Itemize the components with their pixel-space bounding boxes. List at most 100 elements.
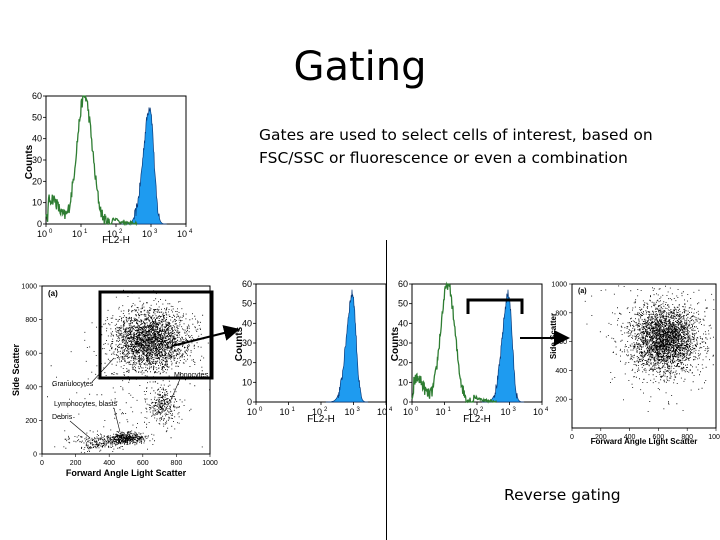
fluorescence-gate-bracket xyxy=(466,298,524,314)
scatter-xtick-label: 0 xyxy=(570,434,574,441)
hist-yaxis-label: Counts xyxy=(234,326,245,361)
scatter-xtick-label: 200 xyxy=(595,434,607,441)
scatter-panel-label: (a) xyxy=(578,288,587,295)
hist-xtick-exponent: 4 xyxy=(189,229,193,235)
scatter-ytick-label: 400 xyxy=(25,384,37,391)
hist-ytick-label: 10 xyxy=(32,198,42,208)
scatter-ytick-label: 400 xyxy=(555,368,567,375)
hist-xtick-exponent: 2 xyxy=(480,407,484,413)
hist-xaxis-label: FL2-H xyxy=(307,414,335,423)
hist-xaxis-label: FL2-H xyxy=(463,414,491,423)
hist-xtick-exponent: 0 xyxy=(259,407,263,413)
scatter-xtick-label: 400 xyxy=(624,434,636,441)
hist-xtick-label: 10 xyxy=(279,407,289,417)
hist-ytick-label: 30 xyxy=(32,155,42,165)
scatter-ytick-label: 800 xyxy=(25,317,37,324)
scatter-xtick-label: 1000 xyxy=(708,434,720,441)
scatter-plot-area xyxy=(41,285,211,455)
hist-xaxis-label: FL2-H xyxy=(102,235,130,245)
hist-xtick-label: 10 xyxy=(500,407,510,417)
scatter-left: 0 200 400 600 800 1000 0 200 400 600 800 1000 (a) G… xyxy=(11,284,218,479)
scatter-xtick-label: 1000 xyxy=(202,460,218,467)
hist-ytick-label: 10 xyxy=(242,377,252,387)
hist-ytick-label: 30 xyxy=(242,338,252,348)
hist-xtick-exponent: 1 xyxy=(292,407,296,413)
hist-xtick-label: 10 xyxy=(468,407,478,417)
hist-xtick-label: 10 xyxy=(247,407,257,417)
hist-ytick-label: 10 xyxy=(398,377,408,387)
scatter-events xyxy=(584,285,717,412)
scatter-events xyxy=(47,289,211,454)
hist-control-curve xyxy=(45,95,138,227)
hist-ytick-label: 0 xyxy=(247,397,252,407)
hist-stained-curve xyxy=(325,289,369,403)
scatter-yaxis-label: Side Scatter xyxy=(11,343,21,396)
hist-ytick-label: 60 xyxy=(398,279,408,289)
annotation-granulocytes: Granulocytes xyxy=(52,381,94,388)
hist-xtick-label: 10 xyxy=(403,407,413,417)
scatter-xtick-label: 400 xyxy=(103,460,115,467)
description-line-2: FSC/SSC or fluorescence or even a combin… xyxy=(259,149,628,167)
hist-ytick-label: 40 xyxy=(398,318,408,328)
hist-xtick-exponent: 4 xyxy=(545,407,548,413)
hist-xtick-label: 10 xyxy=(344,407,354,417)
slide-title: Gating xyxy=(293,44,427,90)
hist-ytick-label: 20 xyxy=(242,358,252,368)
hist-ytick-label: 50 xyxy=(32,112,42,122)
scatter-xtick-label: 800 xyxy=(681,434,693,441)
hist-xtick-label: 10 xyxy=(177,229,187,239)
annotation-monocytes-line xyxy=(169,378,181,403)
hist-ytick-label: 20 xyxy=(398,358,408,368)
hist-ytick-label: 30 xyxy=(398,338,408,348)
annotation-lymphocytes-line xyxy=(113,407,121,433)
hist-ytick-label: 50 xyxy=(398,299,408,309)
hist-xtick-label: 10 xyxy=(377,407,387,417)
hist-ytick-label: 60 xyxy=(32,91,42,101)
hist-xtick-exponent: 4 xyxy=(389,407,392,413)
scatter-yaxis-label: Side Scatter xyxy=(549,313,558,359)
hist-xtick-label: 10 xyxy=(142,229,152,239)
scatter-xtick-label: 800 xyxy=(171,460,183,467)
hist-ytick-label: 50 xyxy=(242,299,252,309)
scatter-xtick-label: 0 xyxy=(40,460,44,467)
hist-xtick-label: 10 xyxy=(107,229,117,239)
scatter-xtick-label: 200 xyxy=(70,460,82,467)
hist-control-curve xyxy=(411,281,497,404)
scatter-ytick-label: 800 xyxy=(555,310,567,317)
scatter-ytick-label: 1000 xyxy=(21,284,37,291)
hist-xtick-label: 10 xyxy=(37,229,47,239)
reverse-gating-label: Reverse gating xyxy=(504,486,621,504)
hist-xtick-label: 10 xyxy=(435,407,445,417)
annotation-debris-line xyxy=(69,420,91,439)
hist-ytick-label: 0 xyxy=(37,219,42,229)
hist-xtick-exponent: 2 xyxy=(324,407,328,413)
scatter-ytick-label: 600 xyxy=(25,351,37,358)
hist-yaxis-label: Counts xyxy=(24,144,35,179)
hist-xtick-label: 10 xyxy=(312,407,322,417)
slide-description: Gates are used to select cells of intere… xyxy=(259,124,679,170)
hist-yaxis-label: Counts xyxy=(390,326,401,361)
hist-xtick-exponent: 0 xyxy=(49,229,53,235)
hist-ytick-label: 40 xyxy=(32,134,42,144)
scatter-ytick-label: 1000 xyxy=(551,282,567,289)
annotation-monocytes: Monocytes xyxy=(174,372,208,379)
hist-xtick-exponent: 1 xyxy=(84,229,88,235)
scatter-panel-label: (a) xyxy=(48,289,58,298)
hist-xtick-exponent: 3 xyxy=(513,407,517,413)
hist-xtick-label: 10 xyxy=(72,229,82,239)
hist-ytick-label: 60 xyxy=(242,279,252,289)
hist-xtick-exponent: 1 xyxy=(448,407,452,413)
scatter-xtick-label: 600 xyxy=(653,434,665,441)
hist-xtick-exponent: 0 xyxy=(415,407,419,413)
annotation-lymphocytes: Lymphocytes, blasts xyxy=(54,401,118,408)
hist-ytick-label: 0 xyxy=(403,397,408,407)
scatter-xtick-label: 600 xyxy=(137,460,149,467)
hist-ytick-label: 20 xyxy=(32,176,42,186)
hist-xtick-exponent: 3 xyxy=(357,407,361,413)
